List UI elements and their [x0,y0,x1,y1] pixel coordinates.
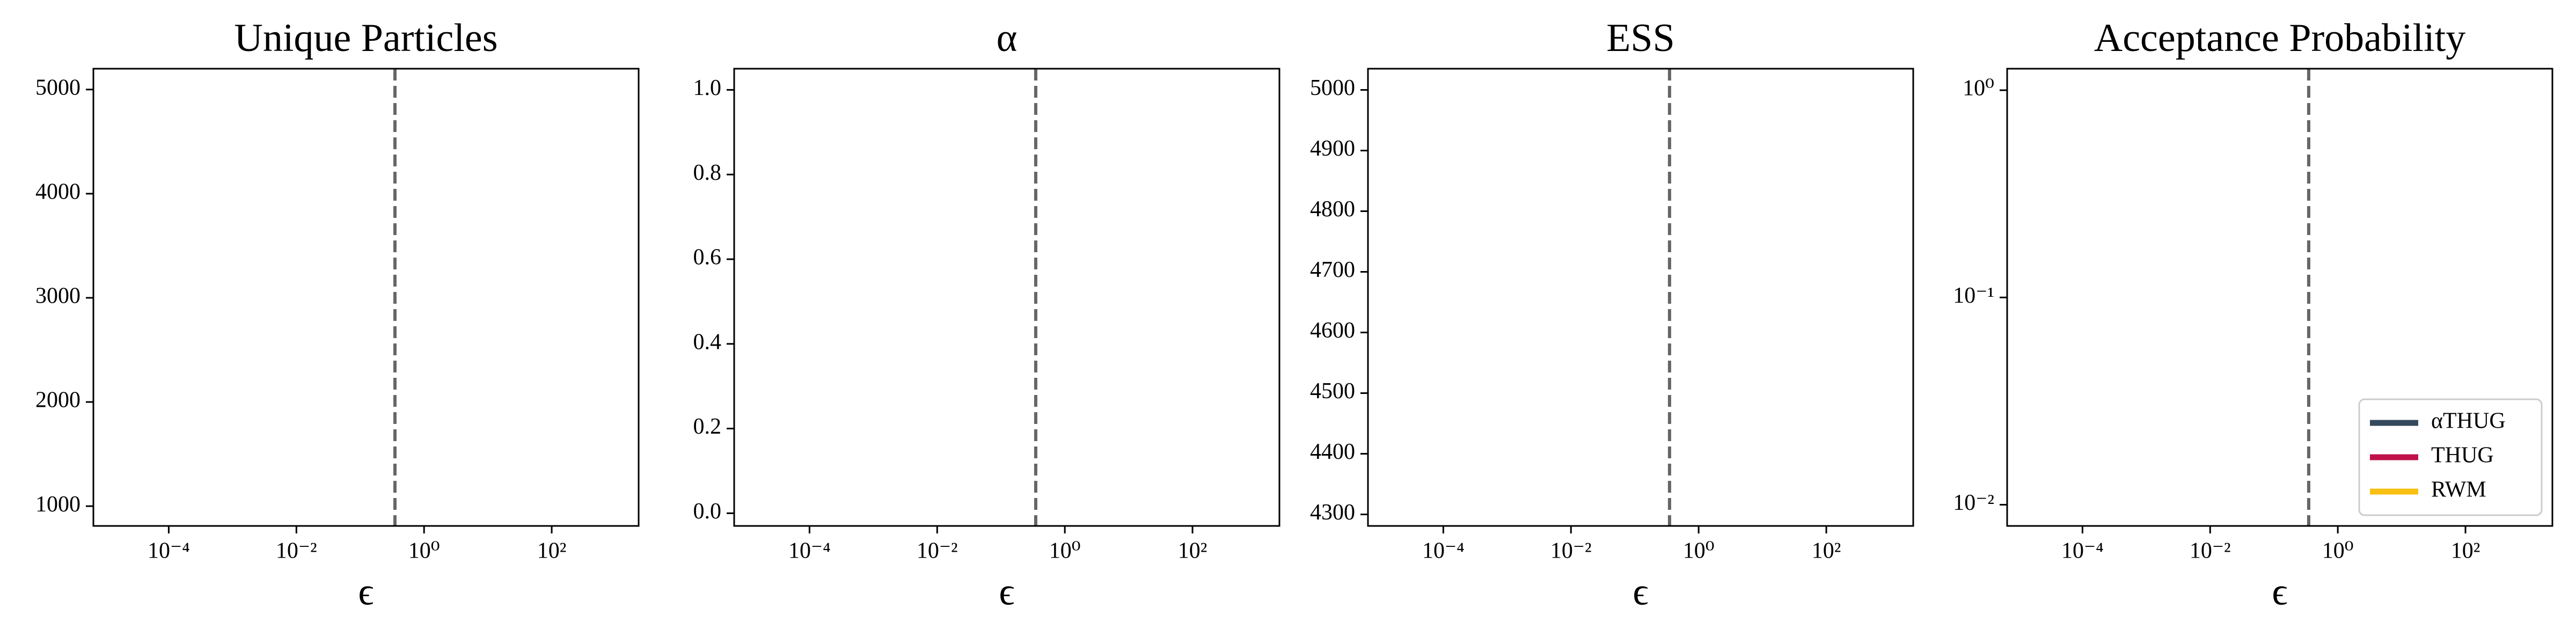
y-tick-label: 10⁻² [1953,491,1994,515]
y-tick-label: 0.8 [693,160,722,185]
x-axis-label: ϵ [2272,570,2287,613]
y-tick-label: 1.0 [693,76,722,100]
axes-frame [2006,68,2553,527]
x-tick-label: 10⁰ [2322,539,2354,564]
y-tick-label: 4700 [1310,258,1355,282]
chart-title: ESS [1606,16,1675,60]
x-tick-label: 10⁻² [2190,539,2231,564]
x-tick-label: 10⁻² [917,539,958,564]
x-tick-label: 10⁻⁴ [148,539,190,564]
x-tick-label: 10² [1178,539,1208,564]
y-tick-label: 4300 [1310,500,1355,525]
y-tick-label: 10⁰ [1963,76,1994,101]
y-tick-label: 0.2 [693,414,722,439]
y-tick-label: 4000 [35,180,80,204]
y-tick-label: 1000 [35,492,80,517]
legend-box [2358,398,2543,516]
x-tick-label: 10⁻⁴ [1422,539,1465,564]
x-tick-label: 10⁻⁴ [788,539,831,564]
y-tick-label: 4900 [1310,136,1355,161]
legend-label: αTHUG [2431,409,2506,434]
x-tick-label: 10² [537,539,567,564]
x-axis-label: ϵ [1633,570,1648,613]
chart-title: Acceptance Probability [2094,16,2465,60]
axes-frame [92,68,640,527]
y-tick-label: 5000 [1310,76,1355,100]
chart-title: α [997,16,1018,60]
y-tick-label: 0.0 [693,499,722,524]
y-tick-label: 4600 [1310,318,1355,343]
chart-title: Unique Particles [234,16,497,60]
x-tick-label: 10² [2451,539,2480,564]
axes-frame [733,68,1280,527]
y-tick-label: 5000 [35,75,80,100]
x-tick-label: 10⁻² [1550,539,1592,564]
legend-label: RWM [2431,478,2486,502]
x-tick-label: 10⁰ [1049,539,1081,564]
legend-label: THUG [2431,443,2494,468]
x-axis-label: ϵ [999,570,1014,613]
x-tick-label: 10⁰ [408,539,440,564]
x-tick-label: 10⁻⁴ [2061,539,2104,564]
y-tick-label: 10⁻¹ [1953,283,1994,308]
x-tick-label: 10⁰ [1683,539,1715,564]
y-tick-label: 4400 [1310,440,1355,464]
x-axis-label: ϵ [358,570,374,613]
y-tick-label: 4800 [1310,197,1355,222]
y-tick-label: 0.6 [693,245,722,270]
x-tick-label: 10⁻² [276,539,317,564]
axes-frame [1367,68,1914,527]
y-tick-label: 0.4 [693,330,722,354]
y-tick-label: 4500 [1310,379,1355,404]
y-tick-label: 3000 [35,284,80,309]
x-tick-label: 10² [1812,539,1841,564]
y-tick-label: 2000 [35,388,80,413]
